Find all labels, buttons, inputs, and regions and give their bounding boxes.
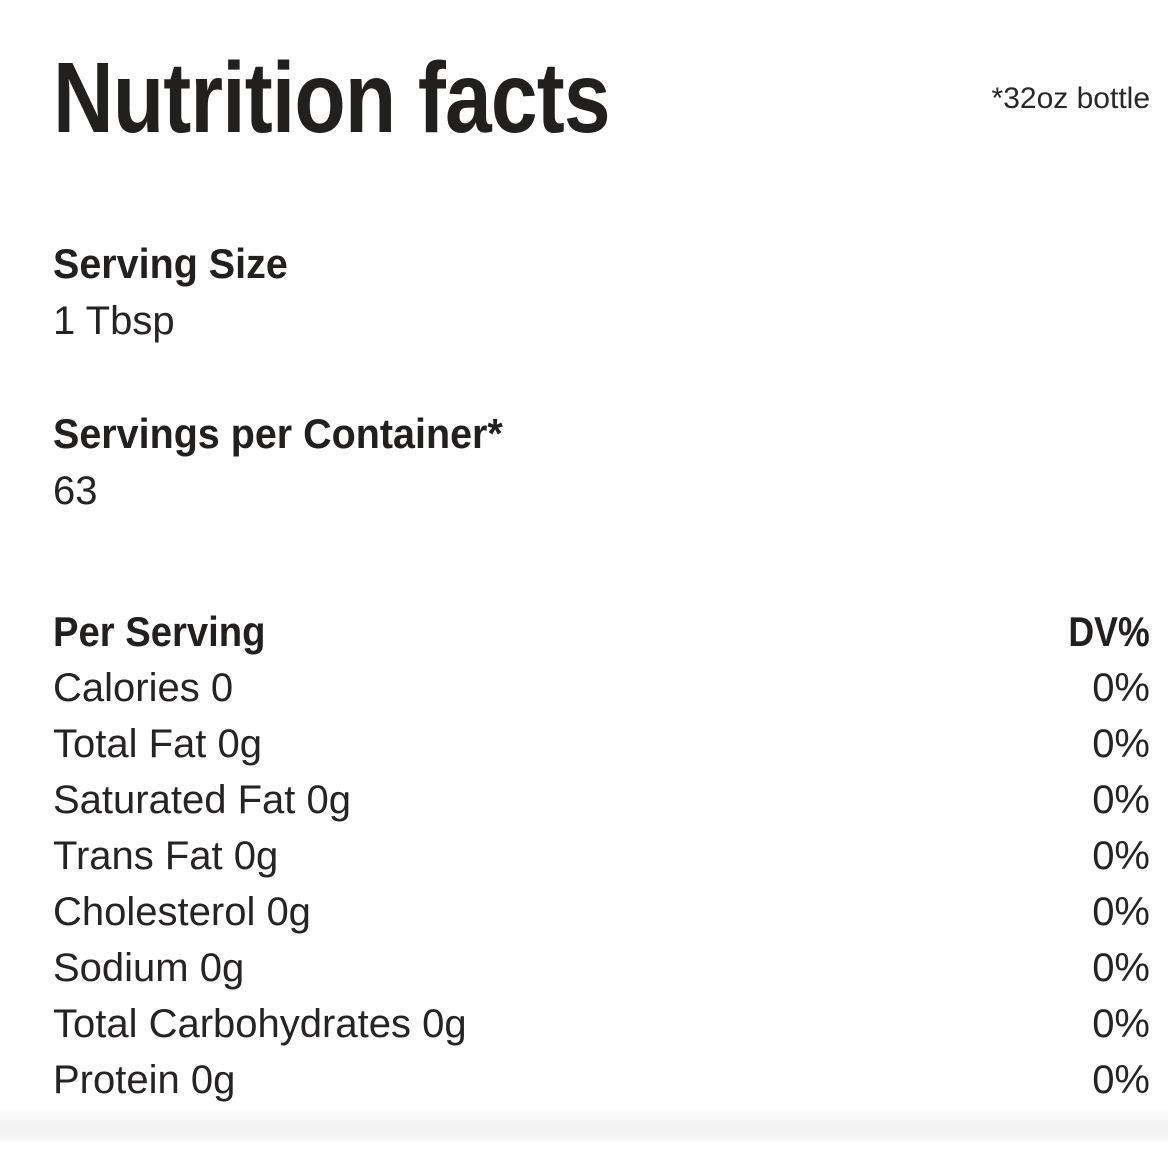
nutrient-dv-value: 0% [1092,665,1150,710]
nutrient-label: Cholesterol 0g [53,889,311,934]
nutrient-row-trans-fat: Trans Fat 0g 0% [53,828,1150,884]
nutrient-label: Total Carbohydrates 0g [53,1001,467,1046]
nutrient-row-total-fat: Total Fat 0g 0% [53,716,1150,772]
table-header-row: Per Serving DV% [53,604,1150,660]
serving-size-label: Serving Size [53,240,288,287]
nutrient-dv-value: 0% [1092,889,1150,934]
nutrient-label: Calories 0 [53,665,234,710]
bottle-size-note: *32oz bottle [991,82,1150,115]
serving-size-block: Serving Size 1 Tbsp [53,238,303,347]
nutrient-label: Trans Fat 0g [53,833,279,878]
nutrient-dv-value: 0% [1092,1001,1150,1046]
nutrient-row-protein: Protein 0g 0% [53,1052,1150,1108]
servings-per-container-value: 63 [53,469,98,513]
nutrient-dv-value: 0% [1092,721,1150,766]
nutrient-dv-value: 0% [1092,945,1150,990]
serving-size-value: 1 Tbsp [53,299,175,343]
nutrient-row-cholesterol: Cholesterol 0g 0% [53,884,1150,940]
servings-per-container-block: Servings per Container* 63 [53,408,531,517]
per-serving-table: Per Serving DV% Calories 0 0% Total Fat … [53,604,1150,1108]
nutrient-dv-value: 0% [1092,1057,1150,1102]
nutrition-facts-title: Nutrition facts [53,42,611,154]
bottom-section-divider [0,1108,1168,1142]
nutrient-dv-value: 0% [1092,777,1150,822]
nutrient-label: Sodium 0g [53,945,245,990]
nutrient-row-saturated-fat: Saturated Fat 0g 0% [53,772,1150,828]
dv-percent-column-header: DV% [1068,608,1150,655]
nutrient-row-sodium: Sodium 0g 0% [53,940,1150,996]
nutrient-label: Saturated Fat 0g [53,777,351,822]
nutrient-row-calories: Calories 0 0% [53,660,1150,716]
nutrient-row-total-carbohydrates: Total Carbohydrates 0g 0% [53,996,1150,1052]
nutrient-label: Total Fat 0g [53,721,263,766]
per-serving-column-header: Per Serving [53,608,266,655]
nutrient-dv-value: 0% [1092,833,1150,878]
servings-per-container-label: Servings per Container* [53,410,503,457]
nutrient-label: Protein 0g [53,1057,236,1102]
